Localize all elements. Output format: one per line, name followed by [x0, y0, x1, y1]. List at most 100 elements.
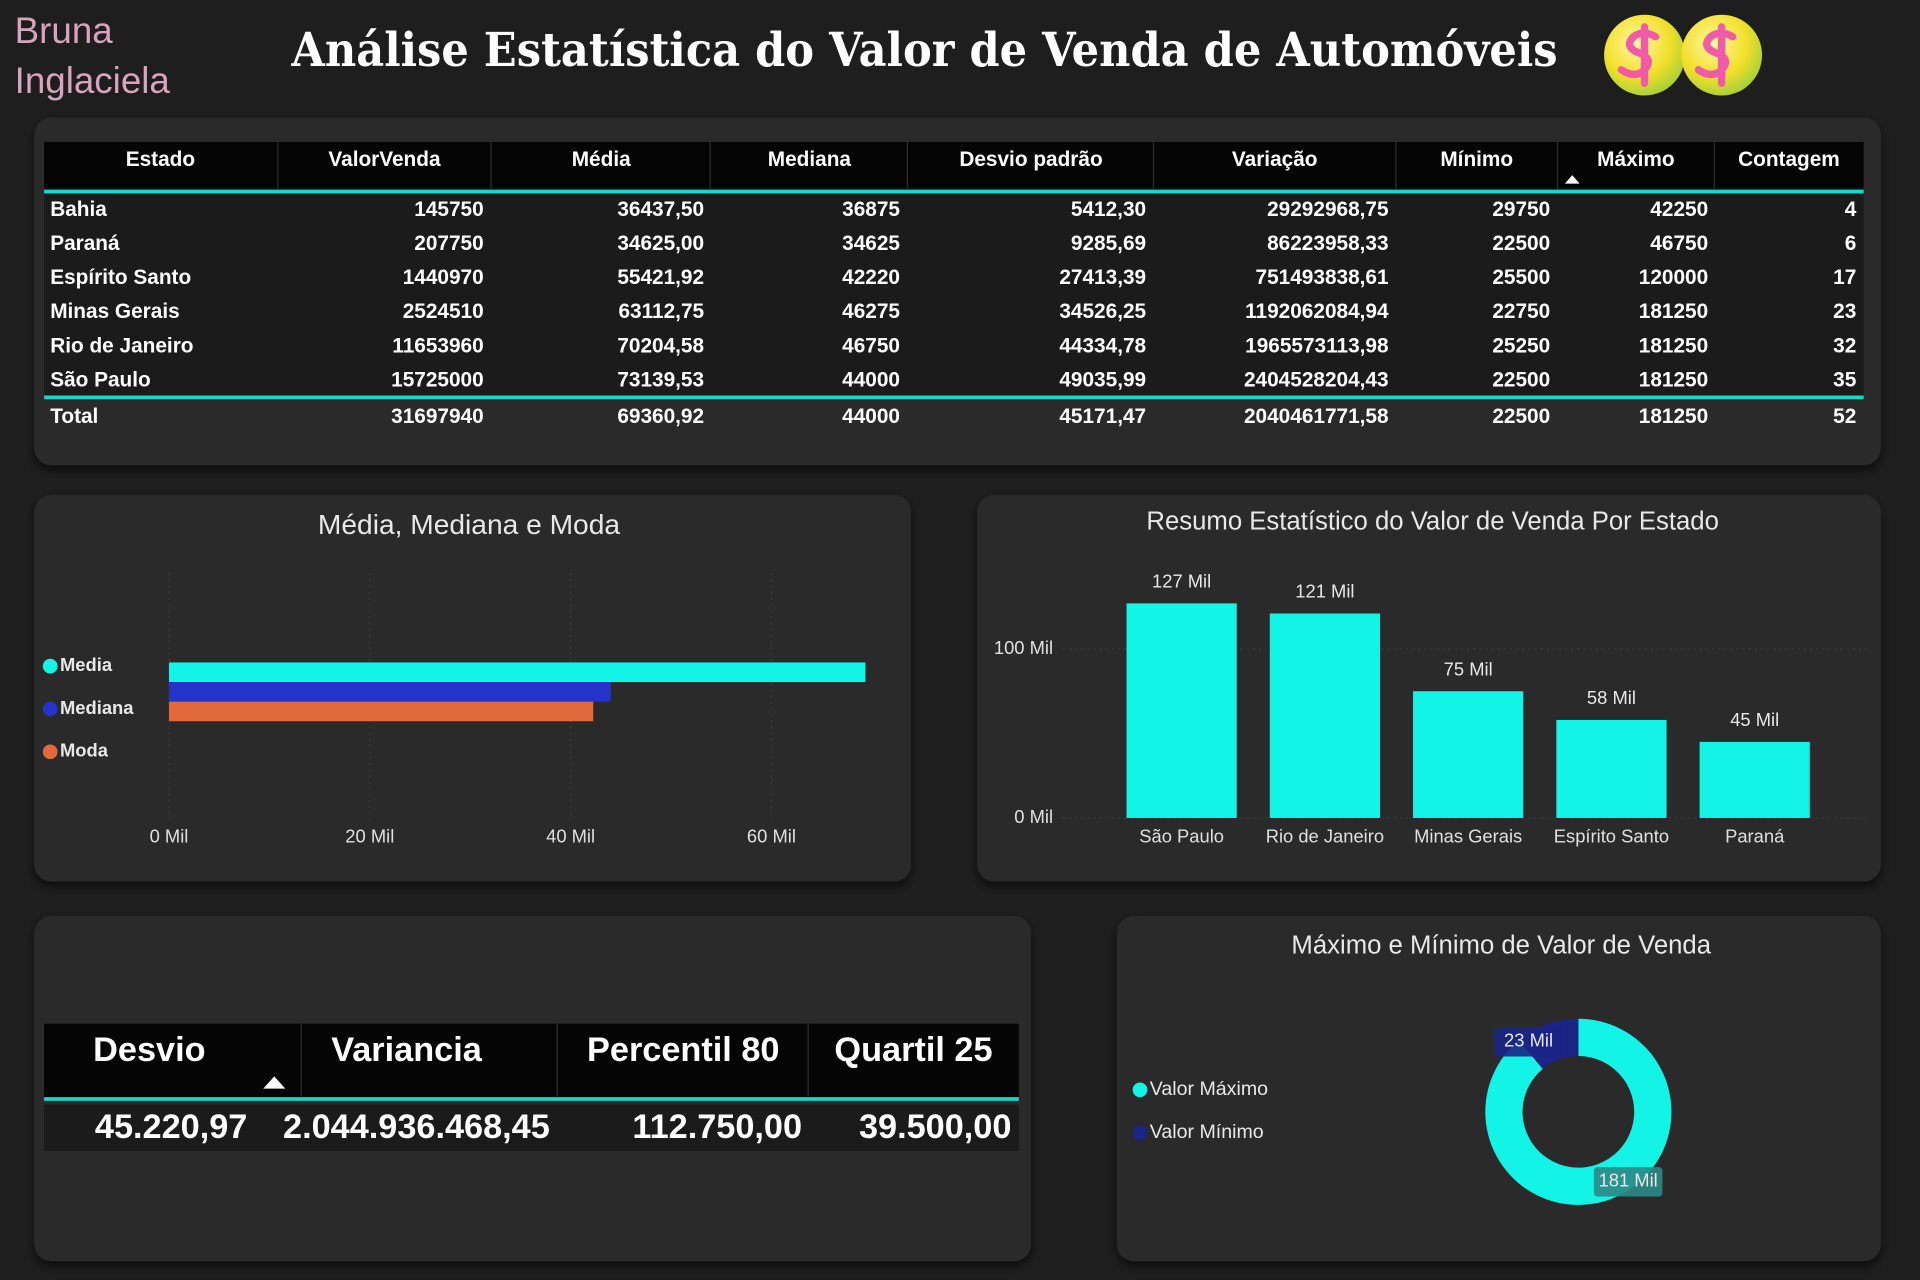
table-cell: 27413,39 — [1059, 266, 1146, 289]
data-label-bg — [1593, 1167, 1663, 1197]
table-cell: 2524510 — [403, 300, 484, 323]
table-cell: 70204,58 — [617, 334, 704, 357]
legend-swatch — [42, 658, 58, 674]
table-cell: 63112,75 — [618, 300, 704, 323]
table-cell: 6 — [1845, 232, 1857, 255]
legend-swatch — [1132, 1125, 1148, 1141]
legend-label: Valor Máximo — [1150, 1078, 1268, 1100]
chart-title: Resumo Estatístico do Valor de Venda Por… — [1146, 508, 1718, 536]
table-cell: 34625,00 — [617, 232, 704, 255]
legend-label: Mediana — [60, 697, 134, 718]
data-label: 121 Mil — [1295, 581, 1354, 602]
table-cell: 44000 — [842, 405, 900, 428]
bar — [168, 701, 594, 722]
table-cell: 46750 — [1650, 232, 1708, 255]
coins-icon — [1604, 14, 1763, 96]
table-cell: 52 — [1833, 405, 1856, 428]
author-line: Inglaciela — [15, 60, 171, 101]
data-label: 127 Mil — [1152, 570, 1211, 591]
table-cell: 207750 — [414, 232, 483, 255]
table-body-bg — [44, 193, 1864, 397]
table-cell: São Paulo — [50, 368, 151, 391]
table-cell: Minas Gerais — [50, 300, 179, 323]
table-rule — [44, 189, 1864, 194]
pie-slice — [1485, 1018, 1672, 1205]
table-cell: 69360,92 — [617, 405, 704, 428]
summary-header: Variancia — [331, 1031, 482, 1069]
summary-body-bg — [44, 1104, 1019, 1152]
table-cell: 73139,53 — [617, 368, 704, 391]
table-cell: 34526,25 — [1059, 300, 1146, 323]
summary-header-bg — [44, 1023, 1019, 1098]
summary-rule — [44, 1097, 1019, 1101]
table-cell: 11653960 — [392, 334, 483, 357]
bar — [1413, 691, 1524, 818]
table-cell: 1192062084,94 — [1245, 300, 1389, 323]
column-header: ValorVenda — [328, 148, 441, 171]
table-cell: 25250 — [1492, 334, 1550, 357]
table-cell: 181250 — [1639, 405, 1708, 428]
table-cell: Rio de Janeiro — [50, 334, 193, 357]
table-cell: 42220 — [842, 266, 900, 289]
x-tick-label: Paraná — [1725, 825, 1785, 846]
data-label: 23 Mil — [1504, 1030, 1553, 1051]
column-header: Contagem — [1738, 148, 1840, 171]
data-label: 45 Mil — [1730, 709, 1779, 730]
legend-swatch — [1132, 1082, 1148, 1098]
summary-header: Desvio — [93, 1031, 205, 1069]
table-cell: 22500 — [1492, 232, 1550, 255]
table-cell: 22750 — [1492, 300, 1550, 323]
table-cell: Bahia — [50, 198, 107, 221]
x-tick-label: 0 Mil — [150, 825, 189, 846]
chart-title: Média, Mediana e Moda — [318, 509, 620, 540]
table-cell: 1440970 — [403, 266, 484, 289]
table-cell: 9285,69 — [1071, 232, 1146, 255]
table-cell: 29292968,75 — [1267, 198, 1388, 221]
table-cell: 2404528204,43 — [1244, 368, 1389, 391]
table-cell: 22500 — [1492, 368, 1550, 391]
table-cell: 44334,78 — [1059, 334, 1146, 357]
table-cell: 181250 — [1639, 300, 1708, 323]
legend-swatch — [42, 701, 58, 717]
x-tick-label: Espírito Santo — [1554, 825, 1669, 846]
table-cell: 44000 — [842, 368, 900, 391]
data-label: 58 Mil — [1587, 687, 1636, 708]
column-header: Desvio padrão — [959, 148, 1102, 171]
y-tick-label: 100 Mil — [994, 637, 1053, 658]
table-cell: 15725000 — [391, 368, 484, 391]
table-cell: 17 — [1833, 266, 1856, 289]
table-cell: 751493838,61 — [1256, 266, 1389, 289]
table-cell: 120000 — [1639, 266, 1708, 289]
table-cell: 49035,99 — [1059, 368, 1146, 391]
legend-label: Valor Mínimo — [1150, 1121, 1264, 1143]
x-tick-label: 20 Mil — [345, 825, 394, 846]
table-rule — [44, 395, 1864, 400]
table-cell: 29750 — [1492, 198, 1550, 221]
bar — [1699, 741, 1810, 818]
data-label: 181 Mil — [1599, 1170, 1658, 1191]
x-tick-label: 60 Mil — [747, 825, 796, 846]
page-title: Análise Estatística do Valor de Venda de… — [291, 22, 1558, 77]
table-cell: 34625 — [842, 232, 900, 255]
column-header: Variação — [1232, 148, 1318, 171]
column-header: Média — [572, 148, 631, 171]
x-tick-label: Rio de Janeiro — [1266, 825, 1384, 846]
legend-label: Moda — [60, 740, 109, 761]
table-cell: 35 — [1833, 368, 1856, 391]
table-cell: 55421,92 — [617, 266, 704, 289]
table-cell: 25500 — [1492, 266, 1550, 289]
table-cell: 45171,47 — [1059, 405, 1146, 428]
table-cell: 2040461771,58 — [1244, 405, 1389, 428]
table-cell: 42250 — [1650, 198, 1708, 221]
bar — [168, 682, 611, 702]
summary-value: 39.500,00 — [859, 1108, 1011, 1146]
table-cell: 22500 — [1492, 405, 1550, 428]
x-tick-label: São Paulo — [1139, 825, 1224, 846]
table-cell: 1965573113,98 — [1245, 334, 1388, 357]
table-cell: 46275 — [842, 300, 900, 323]
legend-swatch — [42, 744, 58, 760]
column-header: Mínimo — [1440, 148, 1513, 171]
bar — [1126, 603, 1237, 818]
table-cell: Paraná — [50, 232, 120, 255]
